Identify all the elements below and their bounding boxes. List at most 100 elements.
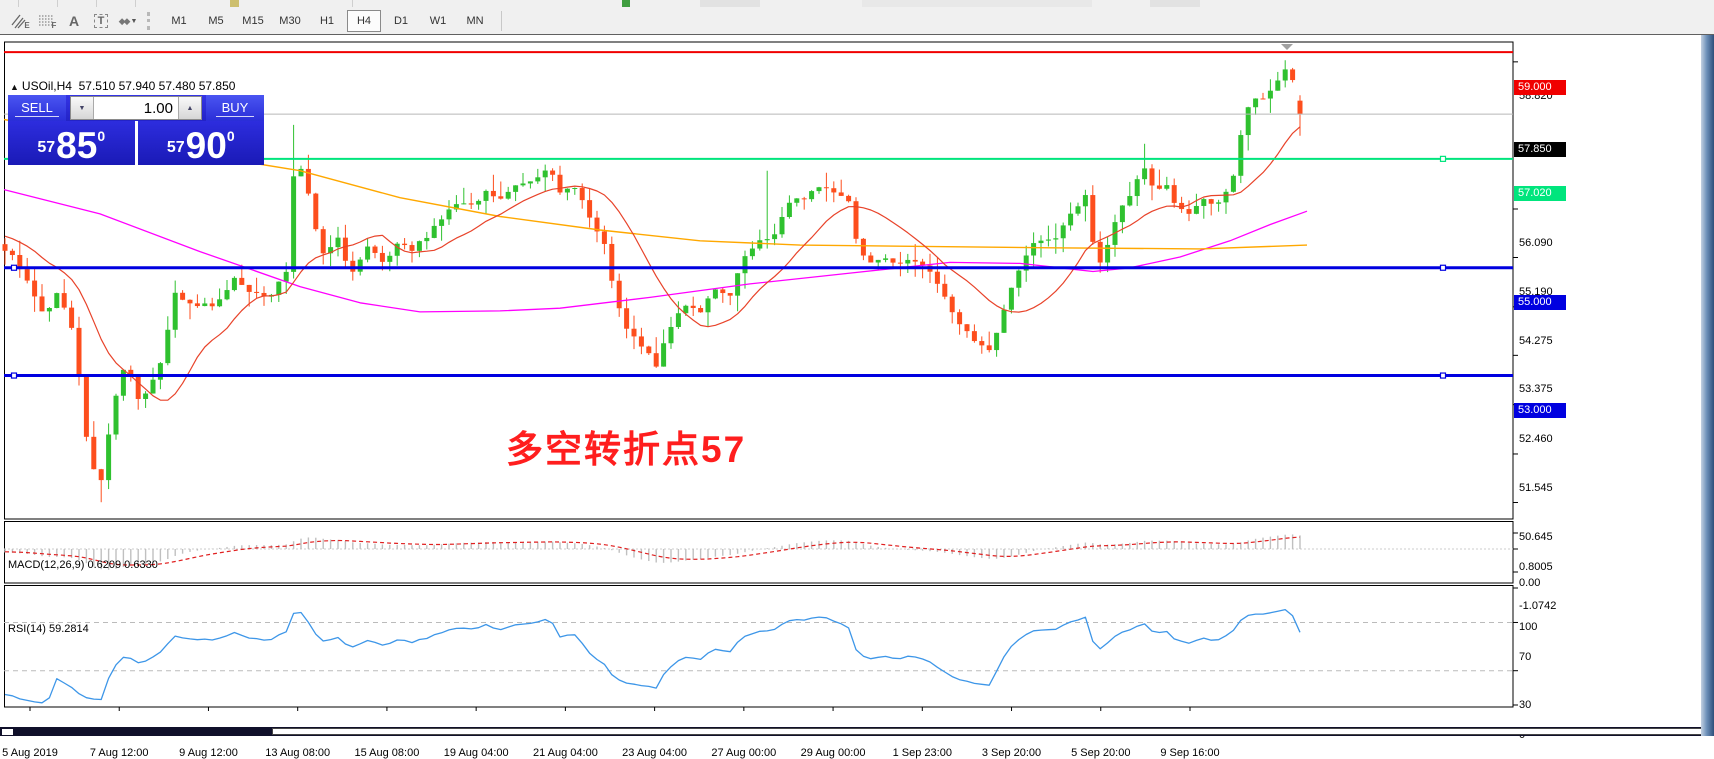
timeframe-h4-button[interactable]: H4 [347, 10, 381, 32]
macd-tick-label: 0.8005 [1519, 561, 1553, 573]
time-axis-label: 23 Aug 04:00 [622, 747, 688, 759]
timeframe-m30-button[interactable]: M30 [279, 15, 301, 27]
fragment-icon [230, 0, 239, 7]
tool-letter: E [24, 20, 30, 30]
price-tick-label: 51.545 [1519, 482, 1553, 494]
spin-up-icon: ▲ [186, 104, 194, 112]
symbol-title-text: USOil,H4 57.510 57.940 57.480 57.850 [21, 79, 236, 93]
rsi-tick-label: 30 [1519, 698, 1532, 711]
arrows-icon: ◆◆ [118, 15, 131, 26]
fragment-panel [272, 728, 1714, 735]
macd-indicator-label: MACD(12,26,9) 0.6209 0.6330 [8, 559, 158, 571]
price-line-badge: 57.850 [1514, 141, 1566, 157]
timeframe-m15-button[interactable]: M15 [242, 15, 264, 27]
macd-tick-label: -1.0742 [1519, 600, 1557, 612]
price-line-badge: 59.000 [1514, 79, 1566, 95]
toolbar-grip[interactable] [147, 12, 153, 30]
price-tick-label: 56.090 [1519, 237, 1553, 249]
price-line-badge: 57.020 [1514, 186, 1566, 202]
fragment-box [700, 0, 760, 7]
timeframe-m5-button[interactable]: M5 [208, 15, 224, 27]
time-axis-label: 13 Aug 08:00 [265, 747, 331, 759]
fragment-divider [352, 0, 353, 7]
price-tick-label: 50.645 [1519, 530, 1553, 543]
lot-size-input[interactable] [94, 97, 178, 119]
macd-tick-label: 0.00 [1519, 577, 1541, 589]
sell-price-pips: 85 [56, 124, 98, 166]
timeframe-d1-button[interactable]: D1 [393, 15, 409, 27]
fragment-box [2, 729, 13, 735]
time-axis-label: 5 Aug 2019 [2, 747, 58, 759]
timeframe-m1-button[interactable]: M1 [171, 15, 187, 27]
timeframe-h1-button[interactable]: H1 [319, 15, 335, 27]
chart-text-annotation: 多空转折点57 [506, 429, 747, 470]
chevron-down-icon: ▼ [130, 17, 138, 25]
fragment-divider [96, 0, 97, 7]
fragment-box [1150, 0, 1200, 7]
time-axis-label: 9 Aug 12:00 [179, 747, 238, 759]
timeframe-mn-button[interactable]: MN [466, 15, 484, 27]
buy-price-fraction: 0 [226, 128, 235, 144]
fibonacci-retracement-button[interactable]: F [35, 10, 59, 32]
lot-size-stepper: ▼ ▲ [70, 96, 202, 120]
text-button[interactable]: A [62, 10, 86, 32]
toolbar-separator [501, 11, 502, 31]
buy-price-pips: 90 [185, 124, 227, 166]
time-axis-label: 29 Aug 00:00 [800, 747, 866, 759]
one-click-trade-panel: SELL ▼ ▲ BUY 57 85 0 57 90 0 [8, 95, 264, 165]
trade-panel-top-row: SELL ▼ ▲ BUY [8, 95, 264, 121]
equidistant-channel-button[interactable]: E [8, 10, 32, 32]
price-tick-label: 55.190 [1519, 285, 1553, 298]
timeframe-w1-button[interactable]: W1 [429, 15, 447, 27]
trade-panel-quotes: 57 85 0 57 90 0 [8, 121, 264, 165]
lot-decrease-button[interactable]: ▼ [71, 97, 94, 119]
price-line-badge: 55.000 [1514, 295, 1566, 311]
price-line-badge: 53.000 [1514, 403, 1566, 419]
price-tick-label: 53.375 [1519, 383, 1553, 396]
spin-down-icon: ▼ [78, 104, 86, 112]
fragment-divider [18, 0, 19, 7]
tick-up-icon: ▲ [10, 82, 19, 92]
rsi-tick-label: 70 [1519, 650, 1532, 663]
tool-letter: F [51, 20, 57, 30]
buy-price-whole: 57 [166, 139, 185, 156]
chart-toolbar: E F A T ◆◆ ▼ M1 M5 M15 M30 H1 H4 D1 W1 MN [0, 8, 1714, 35]
time-axis-label: 3 Sep 20:00 [981, 747, 1042, 759]
fragment-icon [622, 0, 630, 7]
rsi-tick-label: 100 [1519, 621, 1538, 633]
time-axis-label: 1 Sep 23:00 [892, 747, 952, 759]
lot-increase-button[interactable]: ▲ [178, 97, 201, 119]
arrow-tools-button[interactable]: ◆◆ ▼ [116, 10, 140, 32]
sell-price-whole: 57 [37, 139, 56, 156]
fragment-divider [57, 0, 58, 7]
sell-button[interactable]: SELL [8, 95, 66, 121]
buy-button-label: BUY [215, 100, 255, 117]
time-axis-label: 21 Aug 04:00 [532, 747, 598, 759]
time-axis-label: 15 Aug 08:00 [354, 747, 420, 759]
fragment-divider [135, 0, 136, 7]
fibonacci-icon [38, 15, 53, 26]
sell-button-label: SELL [15, 100, 59, 117]
text-label-icon: T [93, 14, 109, 28]
buy-quote[interactable]: 57 90 0 [137, 121, 264, 166]
time-axis-label: 19 Aug 04:00 [443, 747, 509, 759]
price-tick-label: 52.460 [1519, 432, 1553, 445]
time-axis-label: 7 Aug 12:00 [89, 747, 149, 759]
text-label-button[interactable]: T [89, 10, 113, 32]
fragment-box [862, 0, 1092, 7]
drawing-tools-group: E F A T ◆◆ ▼ [8, 10, 143, 32]
rsi-indicator-label: RSI(14) 59.2814 [8, 623, 89, 635]
price-tick-label: 54.275 [1519, 334, 1553, 347]
symbol-title: ▲ USOil,H4 57.510 57.940 57.480 57.850 [10, 79, 235, 93]
time-axis-label: 5 Sep 20:00 [1071, 747, 1131, 759]
sell-price-fraction: 0 [97, 128, 106, 144]
timeframe-group: M1 M5 M15 M30 H1 H4 D1 W1 MN [162, 10, 495, 32]
buy-button[interactable]: BUY [206, 95, 264, 121]
time-axis-label: 9 Sep 16:00 [1160, 747, 1220, 759]
sell-quote[interactable]: 57 85 0 [8, 121, 135, 165]
time-axis-label: 27 Aug 00:00 [711, 747, 777, 759]
window-bottom-fragments [0, 727, 1714, 736]
chart-window[interactable]: ▲ USOil,H4 57.510 57.940 57.480 57.850 SE… [0, 35, 1714, 759]
window-right-edge [1701, 35, 1714, 736]
text-icon: A [68, 13, 80, 29]
